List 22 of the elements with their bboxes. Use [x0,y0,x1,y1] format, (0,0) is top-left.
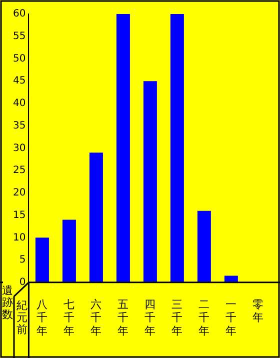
y-tick-label: 30 [12,142,26,154]
y-tick-label: 15 [12,210,26,221]
x-tick-label: 六千年 [90,298,102,338]
y-tick-label: 60 [12,8,26,20]
x-tick-label: 三千年 [172,298,183,338]
x-tick-label: 七千年 [64,298,75,338]
y-tick-label: 50 [12,53,26,64]
y-tick-label: 20 [12,188,26,199]
y-tick-label: 10 [12,232,26,244]
y-tick-label: 40 [12,98,26,110]
y-axis-title: 遺跡数 [2,284,13,321]
y-tick-label: 55 [12,30,26,42]
y-tick-label: 5 [19,254,26,266]
y-tick-label: 35 [12,120,26,132]
x-tick-label: 一千年 [226,298,237,338]
x-tick-label: 四千年 [144,298,156,338]
x-tick-label: 二千年 [198,298,210,338]
x-tick-label: 五千年 [118,298,129,338]
x-tick-label: 零年 [252,298,264,324]
y-tick-label: 45 [12,76,26,87]
y-tick-label: 25 [12,165,26,176]
x-tick-label: 八千年 [36,298,48,338]
